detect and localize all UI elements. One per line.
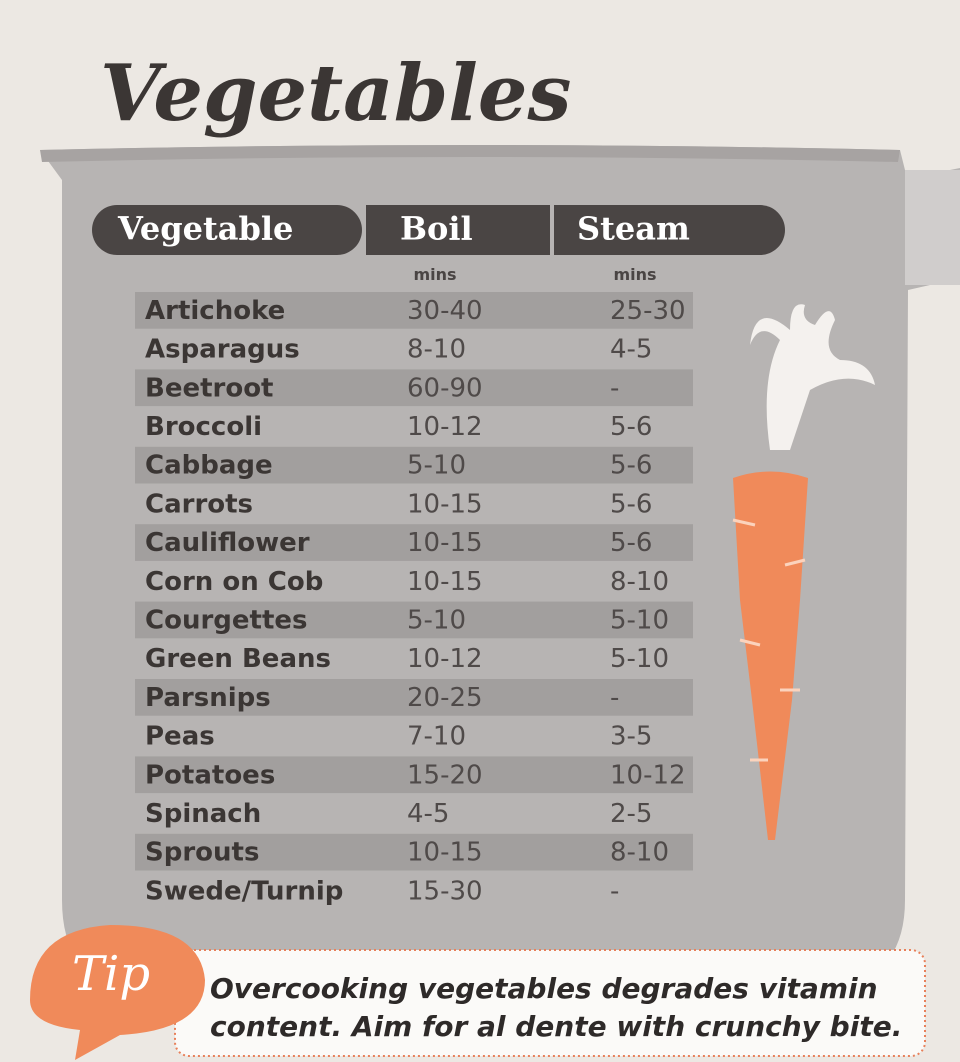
cook-time: 4-5 xyxy=(610,335,652,365)
cook-time: 10-15 xyxy=(407,838,483,868)
unit: mins xyxy=(413,265,456,284)
row-stripe xyxy=(135,369,693,407)
cook-time: 15-20 xyxy=(407,760,483,790)
header-cell xyxy=(366,205,550,255)
cook-time: 5-6 xyxy=(610,451,652,481)
vegetable-name: Potatoes xyxy=(145,760,275,790)
cook-time: 25-30 xyxy=(610,296,686,326)
cook-time: - xyxy=(610,683,619,713)
cook-time: 5-10 xyxy=(407,605,466,635)
vegetable-name: Sprouts xyxy=(145,838,259,868)
vegetable-name: Spinach xyxy=(145,799,261,829)
title: Vegetables xyxy=(100,48,571,139)
cook-time: 5-10 xyxy=(610,605,669,635)
carrot-illustration xyxy=(732,304,875,840)
cook-time: 5-10 xyxy=(407,451,466,481)
vegetable-name: Corn on Cob xyxy=(145,567,323,597)
tip-bubble xyxy=(30,925,205,1060)
vegetable-name: Asparagus xyxy=(145,335,300,365)
vegetable-name: Cauliflower xyxy=(145,528,310,558)
vegetable-name: Carrots xyxy=(145,489,253,519)
header-cell xyxy=(554,205,785,255)
unit: mins xyxy=(613,265,656,284)
cook-time: 5-6 xyxy=(610,412,652,442)
cook-time: 10-12 xyxy=(610,760,686,790)
header-text: Boil xyxy=(400,210,473,248)
cook-time: - xyxy=(610,876,619,906)
cook-time: 7-10 xyxy=(407,722,466,752)
header-cell xyxy=(92,205,362,255)
row-stripe xyxy=(135,446,693,484)
vegetable-name: Green Beans xyxy=(145,644,331,674)
vegetable-name: Broccoli xyxy=(145,412,262,442)
pot-rim xyxy=(40,145,900,162)
tip-text: Overcooking vegetables degrades vitamin xyxy=(210,972,878,1005)
row-stripe xyxy=(135,292,693,329)
vegetable-name: Beetroot xyxy=(145,373,274,403)
row-stripe xyxy=(135,679,693,716)
vegetable-name: Peas xyxy=(145,722,215,752)
cook-time: 60-90 xyxy=(407,373,483,403)
cook-time: 2-5 xyxy=(610,799,652,829)
row-stripe xyxy=(135,756,693,794)
vegetable-name: Courgettes xyxy=(145,605,308,635)
row-stripe xyxy=(135,601,693,639)
header-text: Steam xyxy=(577,210,690,248)
cook-time: 8-10 xyxy=(610,838,669,868)
cook-time: - xyxy=(610,373,619,403)
cook-time: 15-30 xyxy=(407,876,483,906)
cook-time: 4-5 xyxy=(407,799,449,829)
vegetable-name: Artichoke xyxy=(145,296,285,326)
cook-time: 10-15 xyxy=(407,528,483,558)
cook-time: 10-15 xyxy=(407,489,483,519)
pot-handle xyxy=(905,170,960,285)
cook-time: 8-10 xyxy=(610,567,669,597)
cook-time: 5-10 xyxy=(610,644,669,674)
cook-time: 10-12 xyxy=(407,412,483,442)
tip-label: Tip xyxy=(72,946,150,1002)
cook-time: 30-40 xyxy=(407,296,483,326)
header-text: Vegetable xyxy=(117,210,293,248)
cook-time: 10-12 xyxy=(407,644,483,674)
cook-time: 20-25 xyxy=(407,683,483,713)
vegetable-name: Cabbage xyxy=(145,451,273,481)
cook-time: 5-6 xyxy=(610,528,652,558)
row-stripe xyxy=(135,833,693,871)
cook-time: 3-5 xyxy=(610,722,652,752)
vegetable-name: Swede/Turnip xyxy=(145,876,343,906)
row-stripe xyxy=(135,524,693,561)
table-body: Artichoke 30-40 25-30 Asparagus 8-10 4-5 Beetr… xyxy=(135,292,693,906)
cook-time: 10-15 xyxy=(407,567,483,597)
vegetable-name: Parsnips xyxy=(145,683,271,713)
cook-time: 5-6 xyxy=(610,489,652,519)
tip-text: content. Aim for al dente with crunchy b… xyxy=(210,1010,902,1043)
cook-time: 8-10 xyxy=(407,335,466,365)
